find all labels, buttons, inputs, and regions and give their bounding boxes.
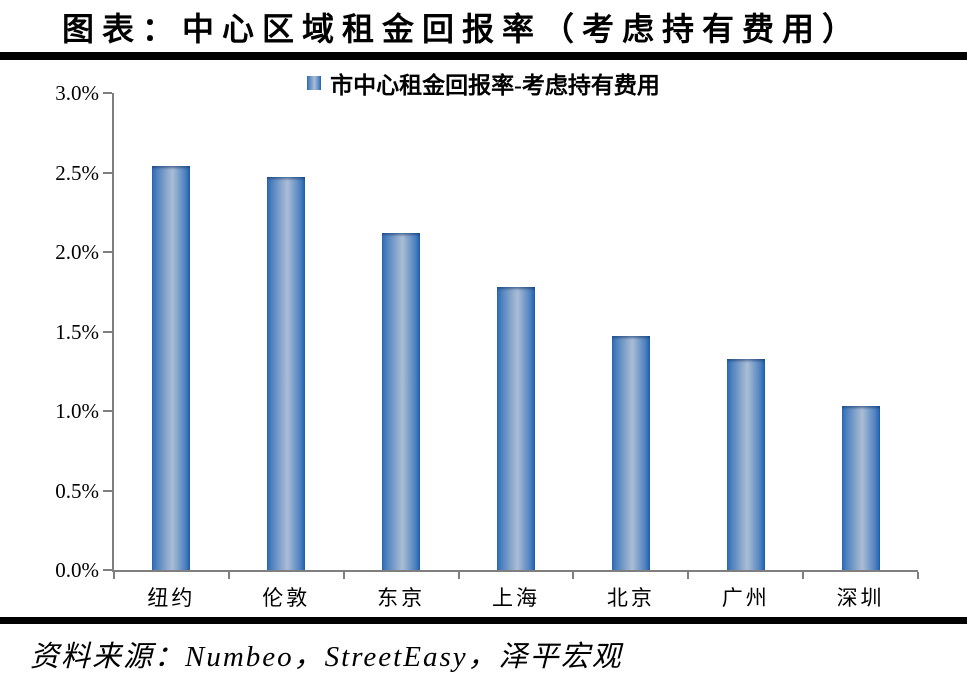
y-tick-label: 3.0%: [55, 81, 99, 105]
y-tick-label: 0.0%: [55, 558, 99, 582]
x-tick-label: 北京: [606, 586, 655, 610]
bar-伦敦: [267, 177, 306, 570]
x-axis-tick: [687, 572, 690, 579]
bar-广州: [726, 359, 765, 570]
x-tick-label: 深圳: [836, 586, 885, 610]
x-tick-label: 东京: [377, 586, 426, 610]
page-title: 图表：中心区域租金回报率（考虑持有费用）: [62, 11, 863, 47]
y-axis-tick: [103, 251, 112, 253]
y-axis-tick: [103, 171, 112, 174]
bar-东京: [382, 233, 421, 570]
y-tick-label: 2.5%: [55, 160, 99, 185]
plot-area: 0.0% 0.5% 1.0% 1.5% 2.0% 2.5% 3.0% 纽约 伦敦 东京 上海 北京 广州…: [55, 82, 919, 610]
x-axis-tick: [802, 572, 805, 579]
bar-纽约: [152, 166, 191, 570]
x-tick-label: 纽约: [147, 586, 196, 610]
bar-北京: [611, 336, 650, 570]
bar-上海: [497, 287, 535, 570]
x-axis-tick: [457, 572, 460, 579]
legend-label: 市中心租金回报率-考虑持有费用: [330, 73, 660, 98]
bottom-divider: [0, 617, 967, 624]
y-tick-label: 2.0%: [55, 240, 99, 264]
chart-legend: 市中心租金回报率-考虑持有费用: [0, 66, 967, 100]
x-axis-tick: [113, 572, 115, 579]
y-tick-label: 1.5%: [55, 319, 99, 344]
x-tick-label: 上海: [492, 586, 540, 610]
source-note: 资料来源：Numbeo，StreetEasy，泽平宏观: [30, 641, 623, 673]
top-divider: [0, 52, 967, 60]
y-axis-tick: [103, 410, 112, 412]
x-axis-tick: [342, 572, 345, 579]
legend-marker-icon: [307, 76, 322, 90]
x-tick-label: 广州: [721, 586, 770, 610]
y-axis-tick: [103, 330, 112, 333]
x-axis-tick: [917, 572, 919, 579]
y-axis-tick: [103, 489, 112, 492]
y-tick-label: 1.0%: [55, 399, 99, 423]
x-axis-tick: [572, 572, 575, 579]
bar-深圳: [841, 406, 880, 570]
y-axis-tick: [103, 569, 112, 571]
x-tick-label: 伦敦: [262, 586, 311, 610]
bar-chart: 市中心租金回报率-考虑持有费用 0.0% 0.5% 1.0% 1.5% 2.0% 2.5%…: [0, 65, 967, 617]
x-axis-tick: [227, 572, 230, 579]
y-axis-tick: [103, 92, 112, 94]
y-tick-label: 0.5%: [55, 478, 99, 503]
